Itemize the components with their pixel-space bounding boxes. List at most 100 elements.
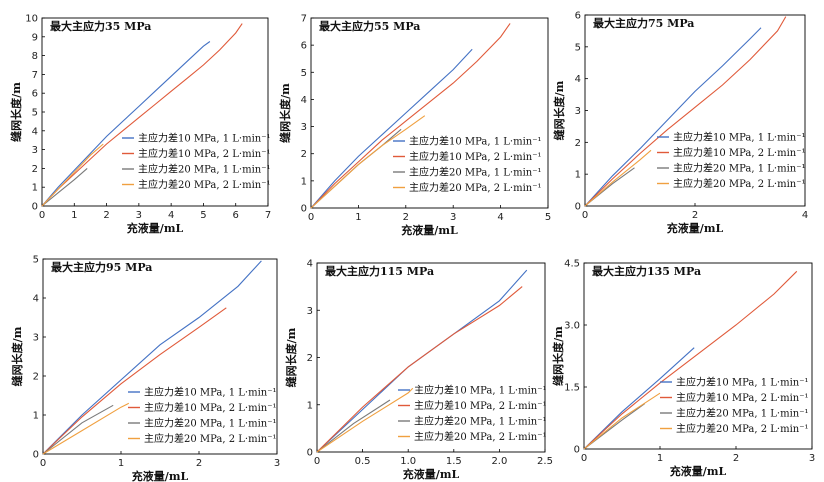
legend-label: 主应力差20 MPa, 2 L·min⁻¹ [414, 430, 547, 443]
y-tick-label: 9 [32, 32, 38, 43]
legend-label: 主应力差10 MPa, 2 L·min⁻¹ [414, 399, 547, 412]
y-tick-label: 1.5 [564, 383, 580, 394]
x-tick-label: 2 [103, 210, 109, 221]
x-tick-label: 1 [355, 212, 361, 223]
y-tick-label: 4 [32, 126, 38, 137]
legend-label: 主应力差20 MPa, 1 L·min⁻¹ [414, 415, 547, 428]
plot-frame [42, 258, 278, 455]
y-tick-label: 10 [25, 14, 38, 25]
x-tick-label: 4 [168, 210, 174, 221]
x-tick-label: 2 [692, 210, 698, 221]
legend-label: 主应力差20 MPa, 1 L·min⁻¹ [138, 163, 271, 176]
y-tick-label: 6 [32, 89, 38, 100]
y-axis-label: 缝网长度/m [552, 80, 566, 140]
y-axis-label: 缝网长度/m [10, 326, 24, 386]
chart-panel-3: 0 2 4 0 1 2 3 4 5 6 充液量/mL 缝网长度/m 最大主应力75 MPa 主应力差10 … [552, 11, 808, 236]
x-tick-label: 0 [308, 212, 314, 223]
series-line-4 [583, 392, 661, 450]
plot-frame [310, 17, 549, 209]
x-tick-label: 1 [71, 210, 77, 221]
legend-label: 主应力差10 MPa, 1 L·min⁻¹ [138, 132, 271, 145]
x-tick-label: 2 [403, 212, 409, 223]
y-tick-label: 1 [33, 411, 39, 422]
y-tick-label: 4.5 [564, 259, 580, 270]
y-tick-label: 0 [32, 202, 38, 213]
x-tick-label: 3 [809, 453, 815, 464]
y-tick-label: 5 [33, 255, 39, 266]
chart-panel-5: 0 0.5 1.0 1.5 2.0 2.5 0 1 2 3 4 充液量/mL 缝网长度/m 最大主应力11… [284, 259, 553, 482]
x-tick-label: 2 [733, 453, 739, 464]
series-line-4 [42, 402, 130, 455]
x-axis-label: 充液量/mL [667, 221, 724, 235]
y-axis-label: 缝网长度/m [284, 327, 298, 387]
chart-panel-2: 0 1 2 3 4 5 0 1 2 3 4 5 6 7 充液量/mL 缝网长度/m 最大主应力55 MPa 主应力… [278, 14, 551, 238]
legend-label: 主应力差20 MPa, 2 L·min⁻¹ [144, 432, 277, 445]
x-axis-label: 充液量/mL [127, 221, 184, 235]
x-tick-label: 0 [582, 210, 588, 221]
y-tick-label: 4 [307, 259, 313, 270]
legend-label: 主应力差10 MPa, 1 L·min⁻¹ [414, 384, 547, 397]
y-tick-label: 4 [301, 95, 307, 106]
series-line-2 [310, 23, 511, 209]
series-line-3 [41, 167, 88, 207]
y-tick-label: 2 [33, 372, 39, 383]
legend-label: 主应力差10 MPa, 1 L·min⁻¹ [673, 131, 806, 144]
plot-frame [583, 262, 813, 450]
chart-title: 最大主应力115 MPa [325, 264, 434, 278]
x-tick-label: 3 [274, 458, 280, 469]
x-tick-label: 2 [196, 458, 202, 469]
x-axis-label: 充液量/mL [403, 467, 460, 481]
y-tick-label: 6 [575, 11, 581, 22]
x-tick-label: 1.5 [446, 456, 462, 467]
series-line-2 [42, 307, 227, 455]
y-tick-label: 1 [301, 176, 307, 187]
series-line-4 [41, 143, 104, 207]
y-tick-label: 5 [575, 42, 581, 53]
series-line-2 [316, 286, 523, 453]
chart-title: 最大主应力55 MPa [319, 19, 420, 33]
x-tick-label: 0.5 [355, 456, 371, 467]
series-line-2 [41, 23, 243, 207]
x-tick-label: 2.5 [537, 456, 553, 467]
series-line-4 [584, 149, 652, 207]
series-line-1 [583, 347, 695, 450]
legend-label: 主应力差20 MPa, 1 L·min⁻¹ [673, 162, 806, 175]
y-tick-label: 0 [574, 445, 580, 456]
y-tick-label: 0 [307, 448, 313, 459]
legend-label: 主应力差20 MPa, 2 L·min⁻¹ [676, 422, 809, 435]
x-tick-label: 6 [233, 210, 239, 221]
y-axis-label: 缝网长度/m [551, 326, 565, 386]
series-line-4 [310, 115, 426, 209]
series-line-3 [316, 399, 391, 453]
series-line-2 [583, 270, 798, 450]
series-line-1 [42, 260, 262, 455]
y-tick-label: 2 [301, 149, 307, 160]
x-tick-label: 0 [314, 456, 320, 467]
x-tick-label: 1 [657, 453, 663, 464]
legend-label: 主应力差20 MPa, 1 L·min⁻¹ [409, 166, 542, 179]
y-tick-label: 3 [307, 306, 313, 317]
y-tick-label: 2 [575, 138, 581, 149]
x-tick-label: 3 [136, 210, 142, 221]
x-tick-label: 1.0 [400, 456, 416, 467]
y-tick-label: 0 [301, 204, 307, 215]
legend-label: 主应力差20 MPa, 2 L·min⁻¹ [138, 178, 271, 191]
series-line-3 [42, 404, 114, 455]
x-tick-label: 4 [497, 212, 503, 223]
y-tick-label: 3 [575, 106, 581, 117]
chart-title: 最大主应力95 MPa [51, 260, 152, 274]
legend-label: 主应力差10 MPa, 2 L·min⁻¹ [673, 146, 806, 159]
legend-label: 主应力差10 MPa, 2 L·min⁻¹ [409, 150, 542, 163]
series-line-2 [584, 16, 787, 207]
y-tick-label: 4 [33, 294, 39, 305]
y-tick-label: 2 [307, 353, 313, 364]
legend-label: 主应力差10 MPa, 2 L·min⁻¹ [144, 401, 277, 414]
y-tick-label: 6 [301, 41, 307, 52]
legend-label: 主应力差20 MPa, 1 L·min⁻¹ [144, 417, 277, 430]
y-tick-label: 8 [32, 51, 38, 62]
y-tick-label: 1 [32, 183, 38, 194]
x-tick-label: 3 [450, 212, 456, 223]
legend-label: 主应力差10 MPa, 1 L·min⁻¹ [676, 376, 809, 389]
chart-title: 最大主应力75 MPa [593, 16, 694, 30]
